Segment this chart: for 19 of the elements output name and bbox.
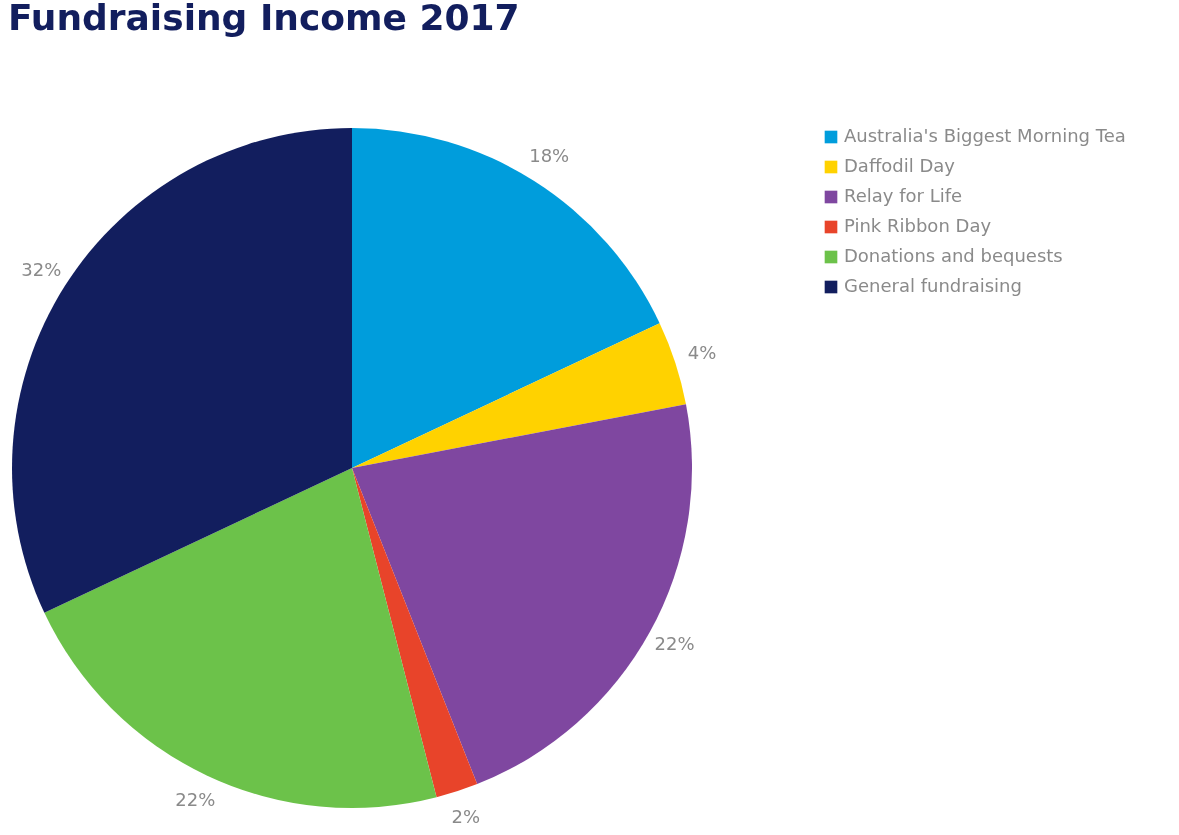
pie-slice (352, 128, 660, 468)
pie-slice (44, 468, 437, 808)
pie-slice (352, 404, 692, 785)
data-label: 4% (687, 342, 717, 364)
legend-label: Relay for Life (844, 185, 963, 206)
pie-slice (352, 468, 478, 798)
data-label: 32% (21, 258, 62, 280)
data-label: 22% (175, 788, 216, 810)
legend-label: Australia's Biggest Morning Tea (844, 125, 1126, 146)
legend-label: Donations and bequests (844, 245, 1063, 266)
legend-label: General fundraising (844, 275, 1022, 296)
legend-label: Daffodil Day (844, 155, 956, 176)
data-label: 18% (529, 145, 570, 167)
chart-title: Fundraising Income 2017 (8, 0, 520, 38)
legend-label: Pink Ribbon Day (844, 215, 992, 236)
data-label: 22% (654, 633, 695, 655)
pie-slice (12, 128, 352, 613)
pie-slice (352, 323, 686, 468)
data-label: 2% (451, 805, 480, 827)
